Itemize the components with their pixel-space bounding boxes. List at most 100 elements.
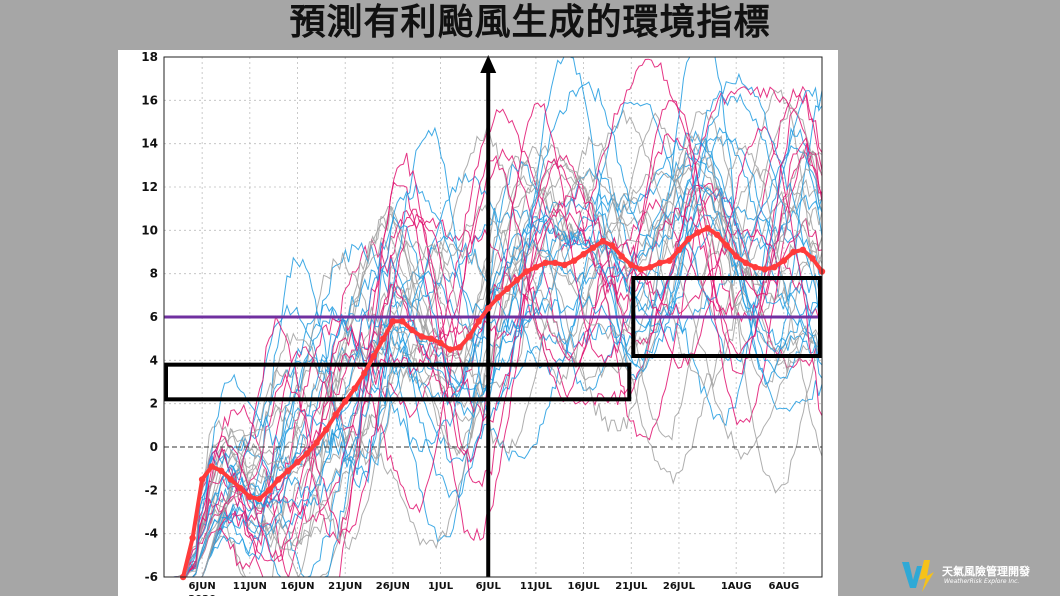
mean-point	[637, 266, 644, 273]
ensemble-member-line	[201, 214, 823, 578]
mean-point	[494, 294, 501, 301]
mean-point	[399, 318, 406, 325]
ensemble-member-line	[183, 72, 823, 578]
ensemble-member-line	[201, 58, 823, 578]
reference-lines	[164, 55, 822, 577]
mean-point	[656, 259, 664, 266]
ensemble-member-line	[183, 183, 823, 578]
mean-point	[704, 225, 711, 232]
mean-point	[446, 346, 454, 353]
y-tick-label: 14	[141, 137, 158, 151]
y-tick-label: -6	[145, 570, 158, 584]
brand-logo-mark	[902, 560, 934, 592]
ensemble-member-line	[183, 92, 823, 578]
ensemble-member-line	[192, 170, 823, 578]
ensemble-member-line	[183, 125, 823, 578]
mean-point	[456, 344, 463, 351]
highlight-boxes	[164, 276, 823, 402]
mean-point	[513, 277, 520, 284]
x-tick-label: 21JUL	[615, 581, 648, 592]
brand-subtitle: WeatherRisk Explore Inc.	[944, 578, 1020, 585]
mean-point	[523, 268, 530, 275]
chart: -6 -4 -2 0 2 4 6 8 10 12 14 16 18 6JUN 11JUN 16JUN 21JUN…	[118, 50, 838, 596]
mean-point	[752, 264, 759, 271]
x-tick-label: 26JUN	[376, 581, 410, 592]
mean-point	[485, 305, 492, 312]
mean-point	[408, 326, 416, 334]
mean-point	[275, 476, 282, 483]
mean-point	[475, 318, 482, 325]
mean-point	[227, 476, 234, 483]
ensemble-member-line	[192, 173, 823, 578]
y-tick-label: 10	[141, 223, 158, 237]
mean-point	[618, 253, 625, 260]
mean-point	[342, 398, 349, 405]
page-title: 預測有利颱風生成的環境指標	[289, 2, 771, 43]
mean-point	[284, 467, 292, 474]
mean-point	[361, 370, 368, 377]
mean-point	[609, 242, 616, 249]
x-year-label: 2020	[188, 594, 216, 596]
x-tick-label: 6JUL	[476, 581, 502, 592]
mean-point	[427, 335, 435, 342]
x-tick-label: 6AUG	[768, 581, 799, 592]
ensemble-member-line	[201, 126, 823, 578]
brand-name: 天氣風險管理開發	[942, 565, 1030, 578]
highlight-box	[164, 362, 632, 402]
mean-point	[685, 235, 692, 243]
y-tick-label: 2	[150, 397, 158, 411]
mean-point	[809, 255, 816, 262]
x-tick-label: 16JUN	[280, 581, 314, 592]
mean-point	[389, 318, 397, 325]
ensemble-member-line	[173, 145, 823, 578]
mean-point	[542, 259, 549, 266]
ensemble-mean	[179, 225, 826, 581]
ensemble-member-line	[183, 136, 823, 578]
mean-point	[294, 459, 301, 466]
forecast-start-arrowhead	[480, 55, 497, 73]
mean-point	[437, 339, 444, 347]
ensemble-member-line	[173, 142, 823, 578]
x-tick-label: 11JUN	[233, 581, 267, 592]
mean-point	[551, 259, 559, 266]
y-tick-label: 6	[150, 310, 158, 324]
mean-point	[561, 261, 568, 269]
mean-point	[351, 385, 358, 392]
axes: -6 -4 -2 0 2 4 6 8 10 12 14 16 18 6JUN 11JUN 16JUN 21JUN…	[141, 50, 823, 592]
mean-point	[666, 257, 673, 264]
y-tick-label: -4	[145, 527, 158, 541]
mean-point	[466, 333, 473, 340]
x-tick-label: 26JUL	[663, 581, 696, 592]
x-tick-label: 1JUL	[428, 581, 454, 592]
mean-point	[761, 266, 768, 273]
mean-point	[694, 229, 702, 236]
y-tick-label: 18	[141, 50, 158, 64]
mean-point	[532, 264, 540, 271]
x-tick-label: 16JUL	[568, 581, 601, 592]
x-tick-label: 11JUL	[520, 581, 553, 592]
x-tick-label: 6JUN	[189, 581, 216, 592]
ensemble-member-line	[183, 187, 823, 578]
mean-point	[256, 495, 263, 503]
x-tick-label: 21JUN	[328, 581, 362, 592]
x-tick-label: 1AUG	[721, 581, 752, 592]
y-tick-label: 8	[150, 267, 158, 281]
mean-point	[418, 333, 425, 340]
mean-point	[313, 439, 320, 446]
mean-point	[628, 261, 635, 269]
mean-point	[504, 285, 511, 292]
y-tick-label: -2	[145, 483, 158, 497]
mean-point	[237, 485, 244, 492]
mean-point	[208, 463, 215, 470]
mean-point	[332, 411, 339, 418]
mean-point	[570, 257, 578, 264]
mean-point	[790, 248, 797, 256]
brand-logo: 天氣風險管理開發 WeatherRisk Explore Inc.	[900, 556, 1050, 594]
mean-point	[599, 238, 606, 245]
mean-point	[733, 253, 740, 260]
mean-point	[322, 426, 330, 433]
ensemble-member-line	[192, 110, 823, 578]
mean-point	[647, 264, 654, 271]
y-tick-label: 0	[150, 440, 158, 454]
mean-point	[265, 487, 273, 494]
